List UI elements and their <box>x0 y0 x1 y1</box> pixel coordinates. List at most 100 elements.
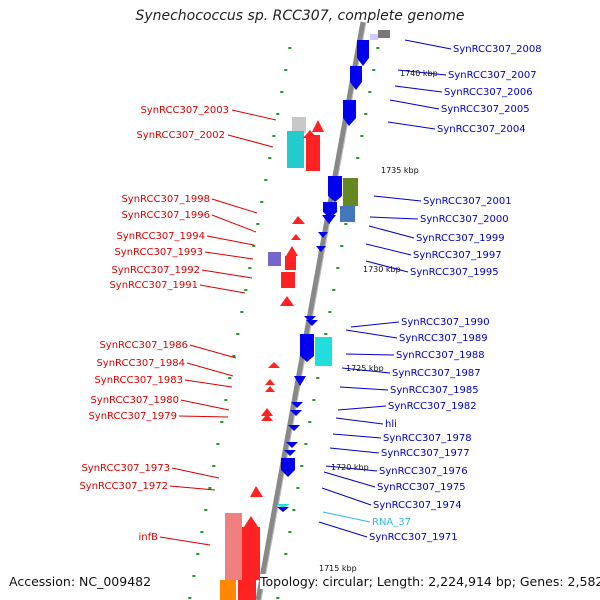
label-connector <box>189 344 237 359</box>
gene-label-rna37[interactable]: RNA_37 <box>372 517 411 528</box>
gene-label-1978[interactable]: SynRCC307_1978 <box>383 433 472 444</box>
gene-label-1973[interactable]: SynRCC307_1973 <box>81 463 170 474</box>
gene-label-2005[interactable]: SynRCC307_2005 <box>441 104 530 115</box>
gene-label-1983[interactable]: SynRCC307_1983 <box>94 375 183 386</box>
gene-label-1974[interactable]: SynRCC307_1974 <box>373 500 462 511</box>
gene-label-2003[interactable]: SynRCC307_2003 <box>140 105 229 116</box>
gene-1990 <box>304 316 316 322</box>
gene-label-1989[interactable]: SynRCC307_1989 <box>399 333 488 344</box>
gene-2006 <box>350 66 362 90</box>
label-connector <box>387 121 436 130</box>
gene-label-2007[interactable]: SynRCC307_2007 <box>448 70 537 81</box>
label-connector <box>337 405 387 411</box>
label-connector <box>345 329 398 339</box>
gene-label-1977[interactable]: SynRCC307_1977 <box>381 448 470 459</box>
label-connector <box>332 433 382 439</box>
label-connector <box>345 353 395 356</box>
label-connector <box>318 521 368 538</box>
label-connector <box>211 214 257 233</box>
label-connector <box>341 367 391 374</box>
gene-label-1971[interactable]: SynRCC307_1971 <box>369 532 458 543</box>
gene-1995 <box>316 246 326 252</box>
gene-label-1986[interactable]: SynRCC307_1986 <box>99 340 188 351</box>
label-connector <box>323 471 376 488</box>
gene-label-1976[interactable]: SynRCC307_1976 <box>379 466 468 477</box>
label-connector <box>184 379 233 388</box>
gene-1977 <box>284 450 296 456</box>
gene-label-hli[interactable]: hli <box>385 419 397 430</box>
label-connector <box>394 85 443 93</box>
label-connector <box>204 251 254 260</box>
gene-label-1979[interactable]: SynRCC307_1979 <box>88 411 177 422</box>
gene-label-2008[interactable]: SynRCC307_2008 <box>453 44 542 55</box>
right-gene-labels: SynRCC307_2008 SynRCC307_2007 SynRCC307_… <box>369 44 542 543</box>
left-gene-labels: SynRCC307_2003 SynRCC307_2002 SynRCC307_… <box>79 105 229 543</box>
gene-2004 <box>343 100 356 126</box>
gene-label-1990[interactable]: SynRCC307_1990 <box>401 317 490 328</box>
label-connector <box>206 235 255 246</box>
gene-label-1985[interactable]: SynRCC307_1985 <box>390 385 479 396</box>
label-connector <box>325 465 378 472</box>
label-connector <box>397 69 447 76</box>
label-connector <box>211 198 258 214</box>
gene-1997 <box>318 232 328 238</box>
gene-label-1998[interactable]: SynRCC307_1998 <box>121 194 210 205</box>
gene-label-2000[interactable]: SynRCC307_2000 <box>420 214 509 225</box>
label-connectors <box>159 39 452 546</box>
label-connector <box>350 321 400 328</box>
label-connector <box>169 485 216 491</box>
label-connector <box>322 511 371 523</box>
tick-marks <box>188 47 380 599</box>
gene-label-1975[interactable]: SynRCC307_1975 <box>377 482 466 493</box>
scale-label-1725: 1725 kbp <box>346 364 384 373</box>
gene-label-2004[interactable]: SynRCC307_2004 <box>437 124 526 135</box>
gene-label-1984[interactable]: SynRCC307_1984 <box>96 358 185 369</box>
gene-label-1996[interactable]: SynRCC307_1996 <box>121 210 210 221</box>
gene-label-1972[interactable]: SynRCC307_1972 <box>79 481 168 492</box>
gene-label-2006[interactable]: SynRCC307_2006 <box>444 87 533 98</box>
label-connector <box>180 399 230 411</box>
gene-label-1982[interactable]: SynRCC307_1982 <box>388 401 477 412</box>
gene-label-1988[interactable]: SynRCC307_1988 <box>396 350 485 361</box>
scale-labels: 1740 kbp 1735 kbp 1730 kbp 1725 kbp 1720… <box>319 69 438 573</box>
gene-1996 <box>291 234 301 240</box>
gene-label-1995[interactable]: SynRCC307_1995 <box>410 267 499 278</box>
gene-label-1997[interactable]: SynRCC307_1997 <box>413 250 502 261</box>
gene-rna37 <box>276 504 290 508</box>
gene-label-1993[interactable]: SynRCC307_1993 <box>114 247 203 258</box>
gene-label-1992[interactable]: SynRCC307_1992 <box>111 265 200 276</box>
gene-1987 <box>294 376 306 386</box>
genome-summary-text: Topology: circular; Length: 2,224,914 bp… <box>260 574 600 589</box>
gene-2007 <box>357 40 369 66</box>
gene-1994 <box>286 246 298 256</box>
gene-2001 <box>328 176 342 202</box>
gene-orange <box>220 580 236 600</box>
gene-2000-green <box>343 178 358 206</box>
gene-label-2001[interactable]: SynRCC307_2001 <box>423 196 512 207</box>
gene-1988 <box>315 337 332 366</box>
label-connector <box>159 536 211 546</box>
gene-label-infB[interactable]: infB <box>139 532 159 543</box>
gene-label-1980[interactable]: SynRCC307_1980 <box>90 395 179 406</box>
gene-arrow <box>312 120 324 132</box>
gene-label-1994[interactable]: SynRCC307_1994 <box>116 231 205 242</box>
label-connector <box>365 243 412 256</box>
label-connector <box>369 216 419 220</box>
gene-label-1999[interactable]: SynRCC307_1999 <box>416 233 505 244</box>
label-connector <box>368 225 415 239</box>
gene-1984 <box>265 379 275 385</box>
gene-2003 <box>292 117 306 133</box>
scale-label-1735: 1735 kbp <box>381 166 419 175</box>
gene-1976 <box>281 458 295 477</box>
label-connector <box>335 417 384 425</box>
scale-label-1715: 1715 kbp <box>319 564 357 573</box>
gene-1979 <box>261 414 273 421</box>
gene-label-1991[interactable]: SynRCC307_1991 <box>109 280 198 291</box>
gene-1989 <box>300 334 314 362</box>
label-connector <box>389 99 440 110</box>
gene-label-2002[interactable]: SynRCC307_2002 <box>136 130 225 141</box>
gene-hli <box>288 425 300 431</box>
gene-label-1987[interactable]: SynRCC307_1987 <box>392 368 481 379</box>
scale-label-1740: 1740 kbp <box>400 69 438 78</box>
